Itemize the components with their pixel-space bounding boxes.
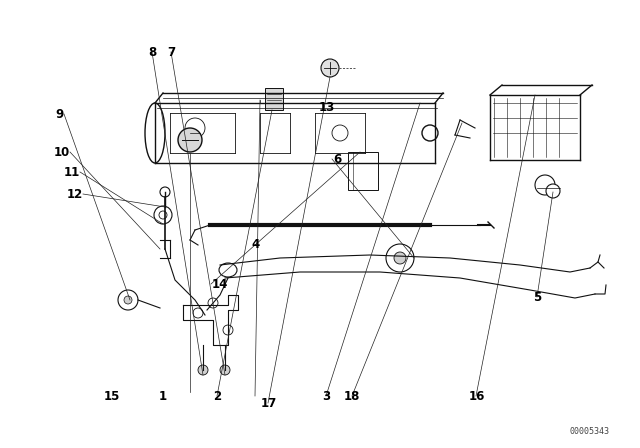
Text: 7: 7	[168, 46, 175, 60]
Text: 18: 18	[344, 390, 360, 403]
Circle shape	[332, 125, 348, 141]
Text: 8: 8	[148, 46, 156, 60]
Circle shape	[223, 325, 233, 335]
Circle shape	[546, 184, 560, 198]
Circle shape	[208, 298, 218, 308]
Circle shape	[154, 206, 172, 224]
Text: 14: 14	[211, 278, 228, 291]
Circle shape	[535, 175, 555, 195]
Bar	[348, 152, 378, 190]
Text: 10: 10	[54, 146, 70, 159]
Circle shape	[394, 252, 406, 264]
Text: 13: 13	[318, 101, 335, 114]
Ellipse shape	[219, 263, 237, 277]
Text: 4: 4	[252, 237, 260, 251]
Circle shape	[321, 59, 339, 77]
Text: 9: 9	[56, 108, 64, 121]
Circle shape	[124, 296, 132, 304]
Text: 11: 11	[64, 166, 80, 179]
Text: 3: 3	[323, 390, 330, 403]
Circle shape	[422, 125, 438, 141]
Text: 6: 6	[333, 152, 341, 166]
Text: 2: 2	[214, 390, 221, 403]
Text: 1: 1	[159, 390, 167, 403]
Circle shape	[386, 244, 414, 272]
Text: 12: 12	[67, 188, 83, 202]
Circle shape	[220, 365, 230, 375]
Circle shape	[193, 308, 203, 318]
Bar	[265, 88, 283, 110]
Circle shape	[159, 211, 167, 219]
Text: 16: 16	[468, 390, 485, 403]
Text: 17: 17	[260, 396, 277, 410]
Text: 15: 15	[104, 390, 120, 403]
Ellipse shape	[145, 103, 165, 163]
Circle shape	[185, 118, 205, 138]
Circle shape	[160, 187, 170, 197]
Text: 5: 5	[534, 291, 541, 305]
Circle shape	[198, 365, 208, 375]
Circle shape	[118, 290, 138, 310]
Text: 00005343: 00005343	[570, 427, 610, 436]
Circle shape	[178, 128, 202, 152]
